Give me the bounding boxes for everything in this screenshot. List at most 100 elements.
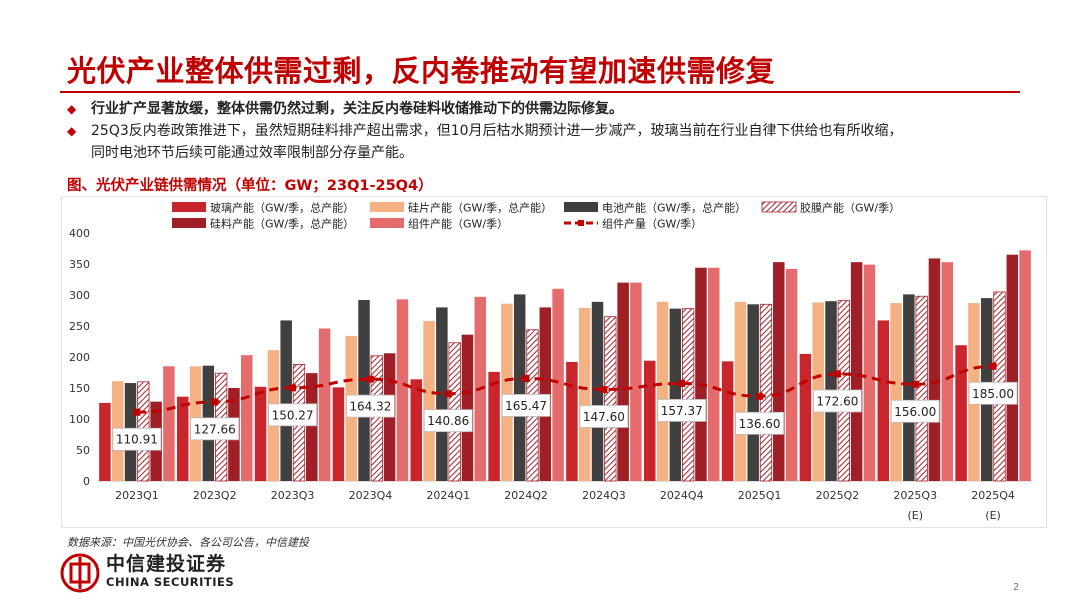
bullet-list: ◆ 行业扩产显著放缓，整体供需仍然过剩，关注反内卷硅料收储推动下的供需边际修复。…	[67, 98, 1017, 164]
bar	[501, 303, 513, 481]
bar	[513, 294, 526, 481]
bar	[785, 268, 798, 481]
x-tick-label: 2024Q2	[504, 489, 548, 502]
bar	[644, 360, 656, 481]
legend-label: 硅料产能（GW/季，总产能）	[210, 217, 354, 231]
data-label: 110.91	[116, 433, 158, 447]
x-tick-label: 2024Q4	[660, 489, 704, 502]
data-label: 136.60	[739, 417, 781, 431]
bar	[656, 301, 669, 481]
bar	[928, 258, 941, 481]
bar	[630, 282, 642, 481]
data-label: 140.86	[427, 414, 469, 428]
data-label-box	[813, 389, 862, 413]
diamond-bullet-icon: ◆	[67, 124, 77, 138]
citic-logo-icon	[60, 553, 100, 593]
logo-name-en: CHINA SECURITIES	[106, 575, 235, 589]
bullet-text-block: 25Q3反内卷政策推进下，虽然短期硅料排产超出需求，但10月后枯水期预计进一步减…	[91, 120, 903, 164]
data-label-box	[735, 411, 784, 435]
x-axis: 2023Q1 2023Q2 2023Q3 2023Q4 2024Q1 2024Q2 2024…	[115, 489, 1015, 522]
legend-marker	[578, 220, 584, 226]
data-label: 157.37	[661, 404, 703, 418]
legend-swatch	[172, 218, 206, 228]
bar	[306, 373, 318, 481]
bar	[604, 316, 617, 482]
data-label-box	[501, 394, 551, 417]
bar	[358, 299, 370, 481]
bar	[318, 328, 331, 481]
line-point	[911, 380, 919, 388]
company-logo: 中信建投证券 CHINA SECURITIES	[60, 553, 234, 593]
bar	[863, 264, 876, 481]
data-label-box	[890, 399, 940, 423]
bar	[591, 301, 604, 481]
bar	[955, 345, 967, 481]
y-tick-label: 300	[69, 289, 90, 302]
y-tick-label: 350	[69, 258, 90, 271]
x-tick-label: 2023Q3	[271, 489, 315, 502]
x-tick-label: 2023Q4	[349, 489, 393, 502]
legend-label: 胶膜产能（GW/季）	[800, 201, 900, 215]
bar	[177, 396, 189, 481]
supply-demand-chart: 玻璃产能（GW/季，总产能） 硅片产能（GW/季，总产能） 电池产能（GW/季，总产…	[69, 201, 1032, 522]
data-label-box	[968, 381, 1018, 405]
bar	[552, 288, 564, 481]
logo-text: 中信建投证券 CHINA SECURITIES	[106, 555, 234, 591]
bullet-text: 行业扩产显著放缓，整体供需仍然过剩，关注反内卷硅料收储推动下的供需边际修复。	[91, 101, 623, 117]
bar	[280, 320, 292, 481]
bar	[410, 379, 422, 481]
data-label: 127.66	[194, 422, 236, 436]
bar	[1019, 250, 1031, 481]
bar	[915, 295, 928, 482]
legend-swatch	[172, 202, 206, 212]
bar	[682, 308, 695, 482]
page-title: 光伏产业整体供需过剩，反内卷推动有望加速供需修复	[67, 54, 776, 88]
legend-label: 硅片产能（GW/季，总产能）	[408, 201, 552, 215]
legend-label: 组件产能（GW/季）	[408, 217, 508, 231]
data-source-note: 数据来源：中国光伏协会、各公司公告，中信建投	[67, 536, 309, 549]
bar-series	[99, 250, 1031, 482]
bar	[747, 304, 759, 481]
bar	[99, 402, 111, 481]
bar	[721, 361, 734, 481]
x-tick-label: 2023Q1	[115, 489, 159, 502]
data-label: 156.00	[894, 405, 936, 419]
bar	[1006, 254, 1019, 481]
y-tick-label: 150	[69, 382, 90, 395]
x-tick-sublabel: (E)	[985, 509, 1001, 522]
bar	[241, 355, 253, 481]
chart-legend: 玻璃产能（GW/季，总产能） 硅片产能（GW/季，总产能） 电池产能（GW/季，总产…	[172, 201, 900, 231]
data-label: 165.47	[505, 399, 547, 413]
bullet-item: ◆ 25Q3反内卷政策推进下，虽然短期硅料排产超出需求，但10月后枯水期预计进一…	[67, 120, 1017, 164]
bar	[488, 371, 500, 481]
line-point	[678, 379, 686, 387]
bar	[773, 262, 785, 481]
line-point	[833, 370, 841, 378]
data-label: 147.60	[583, 410, 625, 424]
bar	[566, 361, 578, 481]
bar	[370, 355, 383, 482]
y-tick-label: 250	[69, 320, 90, 333]
page-number: 2	[1013, 582, 1020, 593]
legend-label: 玻璃产能（GW/季，总产能）	[210, 201, 354, 215]
y-tick-label: 0	[83, 475, 90, 488]
bar	[877, 320, 889, 481]
line-point	[600, 385, 608, 393]
bar	[890, 303, 902, 481]
y-axis: 0 50 100 150 200 250 300 350 400	[69, 227, 1032, 488]
bullet-text: 25Q3反内卷政策推进下，虽然短期硅料排产超出需求，但10月后枯水期预计进一步减…	[91, 123, 903, 139]
bar	[254, 386, 267, 481]
bar	[436, 307, 448, 481]
bar	[734, 301, 747, 481]
legend-swatch	[761, 201, 797, 213]
line-point	[989, 362, 997, 370]
data-label-box	[112, 427, 162, 451]
data-label: 185.00	[972, 387, 1014, 401]
legend-label: 电池产能（GW/季，总产能）	[602, 201, 746, 215]
data-label: 172.60	[816, 394, 858, 408]
bar	[396, 299, 409, 481]
y-tick-label: 200	[69, 351, 90, 364]
line-point	[756, 392, 764, 400]
title-divider	[60, 91, 1020, 93]
y-tick-label: 100	[69, 413, 90, 426]
